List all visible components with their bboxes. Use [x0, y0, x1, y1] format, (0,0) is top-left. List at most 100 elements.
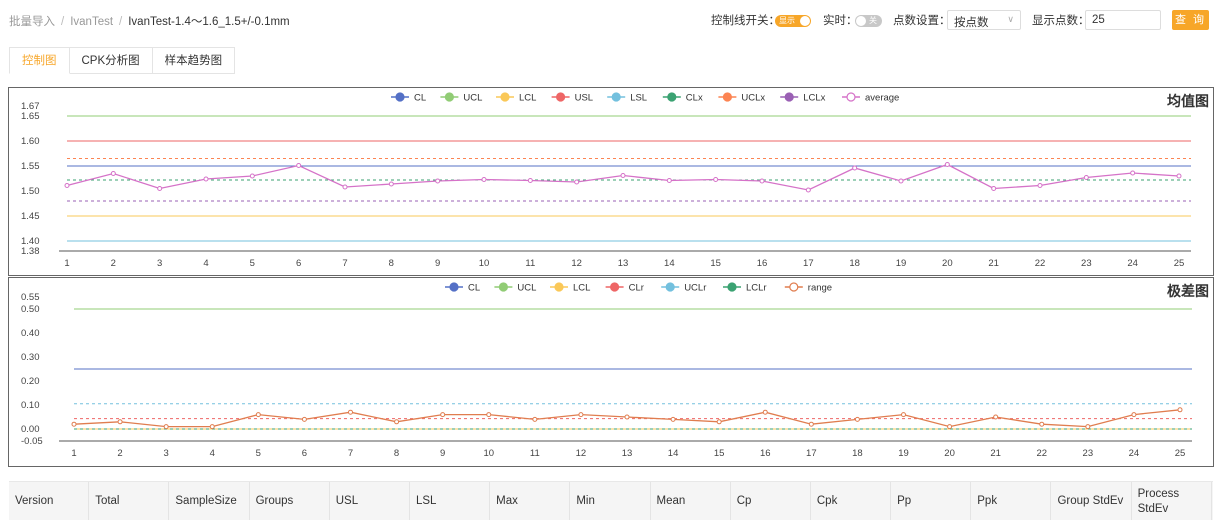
data-point[interactable] [1085, 424, 1091, 430]
data-point[interactable] [574, 179, 580, 185]
data-point[interactable] [64, 183, 70, 188]
legend-label: UCL [463, 93, 482, 104]
data-point[interactable] [713, 177, 719, 182]
legend-label: UCL [517, 283, 536, 294]
breadcrumb-item-ivantest[interactable]: IvanTest [70, 16, 114, 28]
data-point[interactable] [163, 424, 169, 430]
data-point[interactable] [901, 412, 906, 418]
legend-item-usl[interactable]: USL [551, 92, 593, 104]
data-point[interactable] [808, 421, 814, 427]
data-point[interactable] [1177, 407, 1183, 413]
data-point[interactable] [805, 187, 811, 193]
legend-item-average[interactable]: average [842, 92, 899, 104]
mean-chart-title: 均值图 [1167, 93, 1209, 109]
tab-cpk-analysis[interactable]: CPK分析图 [69, 47, 153, 74]
legend-marker [449, 282, 459, 292]
breadcrumb-item-batch-import[interactable]: 批量导入 [9, 16, 55, 28]
legend-item-clx[interactable]: CLx [662, 92, 703, 104]
data-point[interactable] [670, 416, 676, 422]
data-point[interactable] [481, 177, 487, 182]
data-point[interactable] [117, 419, 123, 425]
legend-label: CL [468, 283, 480, 294]
legend-item-clr[interactable]: CLr [605, 282, 644, 294]
legend-item-lclr[interactable]: LCLr [723, 282, 767, 294]
data-point[interactable] [301, 416, 307, 422]
y-tick-label: 1.55 [21, 161, 40, 172]
data-point[interactable] [852, 165, 858, 171]
tab-sample-trend[interactable]: 样本趋势图 [152, 47, 236, 74]
stats-table-header: Version Total SampleSize Groups USL LSL Max Min… [9, 481, 1213, 520]
data-point[interactable] [898, 178, 904, 184]
data-point[interactable] [854, 416, 860, 422]
data-point[interactable] [1083, 175, 1089, 180]
tab-control-chart[interactable]: 控制图 [9, 47, 70, 74]
data-point[interactable] [762, 409, 768, 415]
data-point[interactable] [209, 424, 215, 430]
data-point[interactable] [944, 162, 950, 167]
data-point[interactable] [991, 186, 997, 191]
legend-item-range[interactable]: range [784, 282, 832, 294]
realtime-toggle[interactable]: 关 [855, 15, 882, 27]
data-point[interactable] [342, 184, 348, 190]
top-bar: 批量导入 / IvanTest / IvanTest-1.4～1.6_1.5+/-0.1… [0, 0, 1224, 40]
data-point[interactable] [348, 409, 353, 415]
legend-item-lclx[interactable]: LCLx [780, 92, 826, 104]
x-tick-label: 18 [852, 448, 863, 459]
table-header-cell: Pp [891, 482, 972, 520]
data-point[interactable] [1131, 412, 1137, 418]
legend-label: UCLr [684, 283, 706, 294]
data-point[interactable] [532, 416, 538, 422]
data-point[interactable] [435, 178, 441, 184]
data-point[interactable] [296, 163, 302, 168]
legend-item-lcl[interactable]: LCL [496, 92, 536, 104]
data-point[interactable] [1176, 173, 1182, 179]
data-point[interactable] [993, 414, 999, 420]
x-tick-label: 2 [111, 258, 116, 269]
x-tick-label: 3 [157, 258, 162, 269]
data-point[interactable] [624, 414, 630, 420]
data-point[interactable] [249, 173, 255, 179]
data-point[interactable] [1039, 421, 1045, 427]
legend-item-ucl[interactable]: UCL [494, 282, 536, 294]
y-tick-label: 0.40 [21, 328, 40, 339]
point-setting-select[interactable]: 按点数 ∨ [947, 10, 1021, 30]
data-point[interactable] [203, 176, 209, 182]
control-line-toggle[interactable]: 显示 [775, 15, 811, 27]
table-header-cell: Process StdEv [1132, 482, 1212, 520]
legend-marker [727, 282, 737, 292]
data-point[interactable] [440, 412, 446, 418]
range-chart-panel: 0.55 0.50 0.40 0.30 0.20 0.10 0.00 -0.05 1 2 3 4 5 6 7… [8, 277, 1214, 467]
data-point[interactable] [578, 412, 584, 418]
legend-item-cl[interactable]: CL [391, 92, 426, 104]
data-point[interactable] [1130, 170, 1136, 176]
legend-item-uclr[interactable]: UCLr [661, 282, 706, 294]
x-tick-label: 6 [302, 448, 307, 459]
data-point[interactable] [157, 186, 163, 191]
data-point[interactable] [110, 171, 116, 176]
data-point[interactable] [716, 419, 722, 425]
x-tick-label: 7 [342, 258, 347, 269]
data-point[interactable] [759, 178, 765, 184]
data-point[interactable] [71, 421, 77, 427]
data-point[interactable] [620, 173, 626, 178]
x-tick-label: 13 [618, 258, 629, 269]
legend-item-ucl[interactable]: UCL [440, 92, 482, 104]
legend-item-lcl[interactable]: LCL [550, 282, 590, 294]
legend-item-cl[interactable]: CL [445, 282, 480, 294]
data-point[interactable] [394, 419, 400, 425]
y-tick-label: 0.55 [21, 292, 40, 303]
query-button[interactable]: 查 询 [1172, 10, 1209, 30]
data-point[interactable] [255, 412, 261, 418]
data-point[interactable] [486, 412, 492, 418]
data-point[interactable] [666, 178, 672, 183]
data-point[interactable] [527, 178, 533, 183]
legend-item-lsl[interactable]: LSL [607, 92, 647, 104]
data-point[interactable] [947, 424, 953, 430]
data-point[interactable] [388, 181, 394, 187]
x-tick-label: 14 [664, 258, 675, 269]
data-point[interactable] [1037, 183, 1043, 188]
display-count-input[interactable] [1085, 10, 1161, 30]
legend-item-uclx[interactable]: UCLx [718, 92, 765, 104]
x-tick-label: 16 [757, 258, 768, 269]
breadcrumb-separator: / [61, 16, 65, 28]
